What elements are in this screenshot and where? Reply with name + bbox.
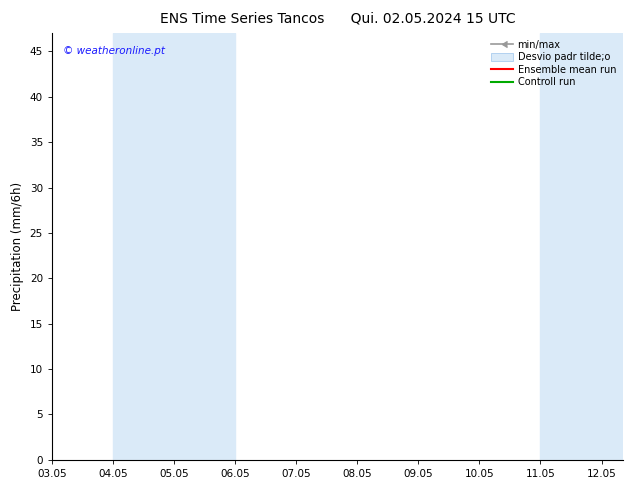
Legend: min/max, Desvio padr tilde;o, Ensemble mean run, Controll run: min/max, Desvio padr tilde;o, Ensemble m… <box>489 38 618 89</box>
Text: © weatheronline.pt: © weatheronline.pt <box>63 46 165 56</box>
Bar <box>602 33 623 460</box>
Bar <box>113 33 174 460</box>
Y-axis label: Precipitation (mm/6h): Precipitation (mm/6h) <box>11 182 24 311</box>
Bar <box>540 33 602 460</box>
Title: ENS Time Series Tancos      Qui. 02.05.2024 15 UTC: ENS Time Series Tancos Qui. 02.05.2024 1… <box>160 11 515 25</box>
Bar <box>174 33 235 460</box>
